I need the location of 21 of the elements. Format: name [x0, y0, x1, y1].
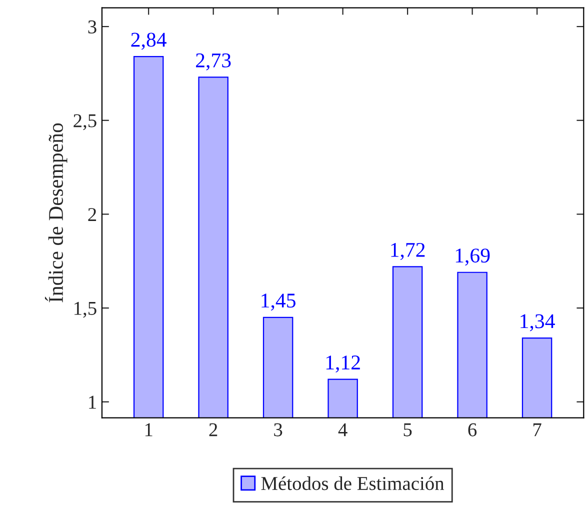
data-label: 1,69	[456, 248, 490, 266]
x-tick-label: 2	[209, 423, 218, 436]
data-label: 1,12	[326, 356, 360, 373]
data-label: 2,84	[131, 32, 166, 50]
x-tick-label: 4	[338, 423, 348, 436]
data-label: 1,45	[262, 294, 296, 311]
x-tick-label: 1	[145, 423, 152, 436]
data-label: 2,73	[196, 53, 231, 70]
y-tick-label: 1,5	[74, 302, 96, 318]
x-tick-label: 7	[533, 423, 542, 436]
data-label: 1,72	[391, 242, 425, 260]
y-tick-label: 2,5	[74, 114, 96, 130]
y-tick-label: 1	[89, 396, 96, 409]
x-tick-label: 5	[404, 423, 412, 436]
x-tick-label: 3	[274, 423, 282, 436]
data-label: 1,34	[520, 314, 555, 332]
y-axis-title: Índice de Desempeño	[44, 123, 68, 302]
x-tick-label: 6	[468, 423, 477, 436]
y-tick-label: 3	[88, 20, 96, 34]
legend-label: Métodos de Estimación	[261, 476, 444, 490]
y-tick-label: 2	[88, 208, 96, 221]
